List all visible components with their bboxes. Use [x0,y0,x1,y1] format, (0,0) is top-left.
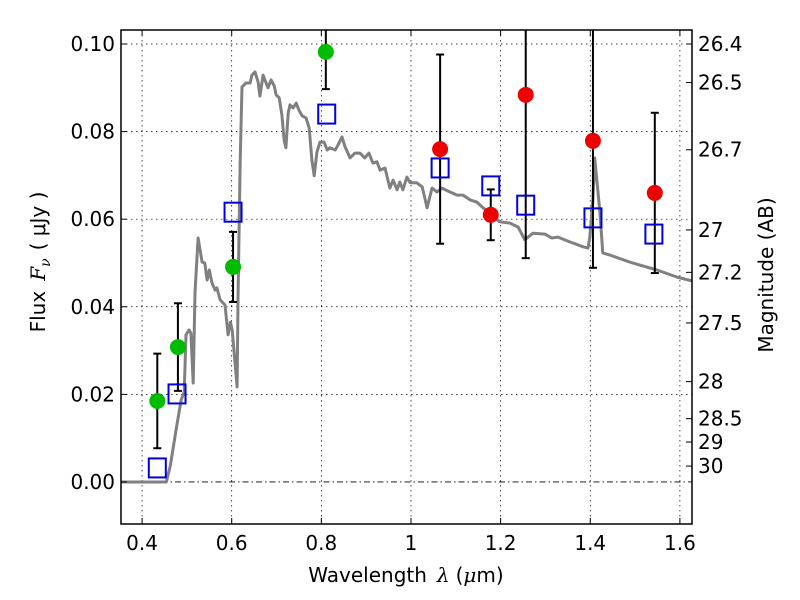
photometry-point [317,43,334,60]
photometry-point [482,206,499,223]
x-tick-label: 1 [405,531,418,555]
model-square-marker [317,103,337,125]
photometry-point [432,141,449,158]
x-tick-label: 1.4 [574,531,606,555]
y-tick-label: 0.08 [70,120,115,144]
photometry-point [517,86,534,103]
ticks [121,30,692,524]
mag-tick-label: 26.7 [698,138,743,162]
x-tick-label: 0.8 [305,531,337,555]
model-square-marker [167,383,187,405]
x-tick-label: 1.2 [485,531,517,555]
mag-tick-label: 28.5 [698,407,743,431]
model-square-marker [430,157,450,179]
photometry-point [149,392,166,409]
x-tick-label: 0.4 [126,531,158,555]
errorbars [153,30,659,450]
mag-tick-label: 28 [698,370,723,394]
model-square-marker [644,223,664,245]
photometry-point [584,132,601,149]
y-tick-label: 0.10 [70,32,115,56]
mag-tick-label: 27.5 [698,311,743,335]
y-tick-label: 0.00 [70,470,115,494]
y-tick-label: 0.04 [70,295,115,319]
y-tick-label: 0.02 [70,382,115,406]
x-tick-label: 1.6 [664,531,696,555]
magnitude-axis-label: Magnitude (AB) [754,197,778,352]
grid [121,30,692,524]
mag-tick-label: 27.2 [698,260,743,284]
photometry-point [169,339,186,356]
model-square-marker [481,175,501,197]
mag-tick-label: 26.5 [698,71,743,95]
model-square-marker [583,207,603,229]
markers [147,43,664,479]
x-tick-label: 0.6 [216,531,248,555]
photometry-point [225,258,242,275]
mag-tick-label: 27 [698,218,723,242]
mag-tick-label: 30 [698,454,723,478]
plot-frame [120,29,693,525]
photometry-point [646,184,663,201]
mag-tick-label: 26.4 [698,32,743,56]
y-axis-label: FluxFν( μJy ) [26,192,54,333]
model-square-marker [147,457,167,479]
tick-labels: 0.4 0.6 0.8 1 1.2 1.4 1.6 0.00 0.02 0.04 0.06 0.08 0… [70,32,742,555]
x-axis-label: Wavelength λ (μm) [308,563,503,587]
mag-tick-label: 29 [698,430,723,454]
y-tick-label: 0.06 [70,207,115,231]
model-square-marker [223,201,243,223]
spectrum-line [121,70,692,484]
model-square-marker [516,194,536,216]
